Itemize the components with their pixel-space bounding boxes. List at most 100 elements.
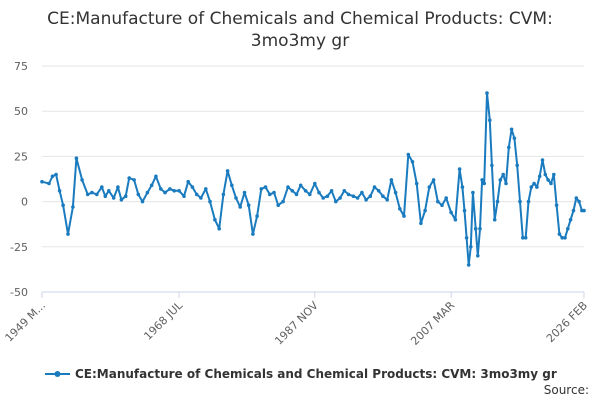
data-point[interactable] [568, 217, 573, 222]
data-point[interactable] [140, 199, 145, 204]
data-point[interactable] [360, 190, 364, 195]
data-point[interactable] [217, 226, 221, 231]
data-point[interactable] [410, 160, 415, 164]
data-point[interactable] [194, 192, 199, 197]
data-point[interactable] [355, 196, 360, 200]
data-point[interactable] [574, 196, 579, 200]
data-point[interactable] [449, 210, 453, 215]
data-point[interactable] [329, 189, 334, 193]
data-point[interactable] [263, 185, 268, 189]
data-point[interactable] [281, 199, 285, 204]
data-point[interactable] [440, 203, 444, 207]
data-point[interactable] [526, 199, 531, 204]
data-point[interactable] [406, 152, 411, 157]
data-point[interactable] [364, 198, 368, 202]
data-point[interactable] [457, 167, 462, 171]
data-point[interactable] [334, 199, 338, 204]
data-point[interactable] [127, 176, 131, 180]
data-point[interactable] [560, 236, 564, 240]
data-point[interactable] [182, 194, 186, 198]
data-point[interactable] [168, 187, 172, 191]
data-point[interactable] [149, 183, 154, 188]
data-point[interactable] [303, 189, 308, 193]
data-point[interactable] [286, 185, 290, 189]
data-point[interactable] [66, 232, 70, 236]
data-point[interactable] [259, 187, 264, 191]
data-point[interactable] [47, 181, 51, 186]
data-point[interactable] [535, 185, 539, 189]
data-point[interactable] [414, 181, 419, 186]
data-point[interactable] [230, 183, 234, 188]
data-point[interactable] [57, 189, 62, 193]
data-point[interactable] [372, 185, 377, 189]
data-point[interactable] [523, 236, 528, 240]
data-point[interactable] [563, 236, 567, 240]
data-point[interactable] [368, 194, 373, 198]
data-point[interactable] [111, 196, 116, 200]
data-point[interactable] [537, 174, 542, 179]
data-point[interactable] [272, 190, 276, 195]
data-point[interactable] [95, 192, 99, 197]
data-point[interactable] [255, 214, 259, 218]
data-point[interactable] [376, 189, 381, 193]
data-point[interactable] [145, 190, 150, 195]
data-point[interactable] [471, 190, 475, 195]
data-point[interactable] [186, 179, 190, 184]
data-point[interactable] [61, 203, 65, 207]
data-point[interactable] [485, 91, 489, 95]
data-point[interactable] [507, 145, 511, 150]
data-point[interactable] [90, 190, 94, 195]
data-point[interactable] [71, 205, 75, 209]
data-point[interactable] [462, 208, 467, 213]
data-point[interactable] [204, 187, 208, 191]
data-point[interactable] [512, 136, 517, 141]
data-point[interactable] [163, 190, 167, 195]
data-point[interactable] [238, 205, 242, 209]
data-point[interactable] [199, 196, 203, 200]
data-point[interactable] [504, 181, 508, 186]
data-point[interactable] [50, 174, 55, 179]
data-point[interactable] [453, 217, 458, 222]
data-point[interactable] [464, 236, 469, 240]
data-point[interactable] [498, 178, 503, 182]
data-point[interactable] [346, 192, 351, 197]
data-point[interactable] [488, 118, 492, 122]
data-point[interactable] [123, 194, 128, 198]
data-point[interactable] [294, 192, 299, 197]
data-point[interactable] [342, 189, 347, 193]
data-point[interactable] [549, 181, 553, 186]
data-point[interactable] [234, 196, 238, 200]
data-point[interactable] [473, 226, 478, 231]
data-point[interactable] [246, 203, 251, 207]
data-point[interactable] [276, 203, 281, 207]
data-point[interactable] [116, 185, 120, 189]
data-point[interactable] [381, 194, 385, 198]
data-point[interactable] [476, 254, 480, 258]
data-point[interactable] [480, 178, 484, 182]
data-point[interactable] [190, 185, 195, 189]
data-point[interactable] [290, 189, 295, 193]
data-point[interactable] [317, 190, 321, 195]
data-point[interactable] [557, 232, 562, 236]
data-point[interactable] [501, 172, 506, 177]
data-point[interactable] [566, 226, 570, 231]
data-point[interactable] [172, 189, 176, 193]
data-point[interactable] [431, 178, 436, 182]
data-point[interactable] [389, 178, 394, 182]
data-point[interactable] [119, 198, 124, 202]
data-point[interactable] [554, 203, 559, 207]
data-point[interactable] [444, 196, 449, 200]
data-point[interactable] [107, 189, 111, 193]
data-point[interactable] [100, 185, 104, 189]
data-point[interactable] [495, 199, 500, 204]
data-point[interactable] [466, 263, 471, 267]
data-point[interactable] [385, 198, 390, 202]
data-point[interactable] [482, 181, 487, 186]
data-point[interactable] [40, 179, 44, 184]
data-point[interactable] [85, 192, 90, 197]
data-point[interactable] [460, 185, 465, 189]
data-point[interactable] [490, 163, 494, 168]
data-point[interactable] [103, 194, 108, 198]
data-point[interactable] [251, 232, 255, 236]
data-point[interactable] [540, 158, 545, 162]
